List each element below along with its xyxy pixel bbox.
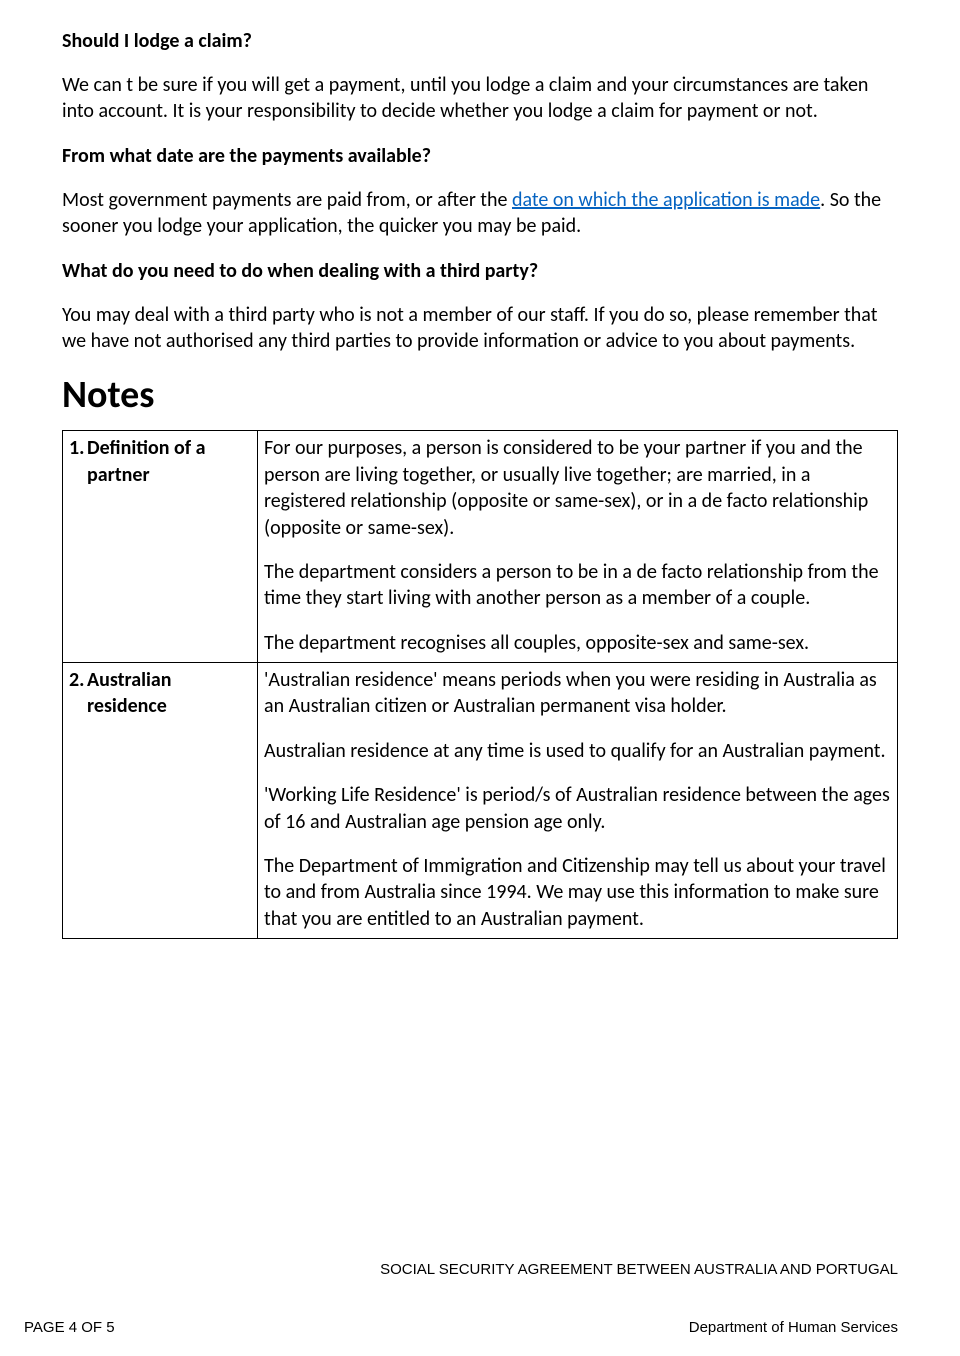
note-definition-cell: 'Australian residence' means periods whe… bbox=[258, 663, 898, 939]
note-def-para: 'Working Life Residence' is period/s of … bbox=[264, 782, 891, 835]
table-row: 1. Definition of a partner For our purpo… bbox=[63, 431, 898, 663]
note-def-para: The Department of Immigration and Citize… bbox=[264, 853, 891, 932]
para-third-party: You may deal with a third party who is n… bbox=[62, 302, 898, 355]
note-number: 1. bbox=[69, 435, 87, 488]
note-def-para: The department recognises all couples, o… bbox=[264, 630, 891, 656]
note-def-para: 'Australian residence' means periods whe… bbox=[264, 667, 891, 720]
note-term-cell: 2. Australian residence bbox=[63, 663, 258, 939]
footer-department: Department of Human Services bbox=[689, 1319, 898, 1336]
notes-table: 1. Definition of a partner For our purpo… bbox=[62, 430, 898, 939]
para-payment-date: Most government payments are paid from, … bbox=[62, 187, 898, 240]
note-term: Definition of a partner bbox=[87, 435, 251, 488]
link-application-date[interactable]: date on which the application is made bbox=[512, 188, 820, 212]
note-term: Australian residence bbox=[87, 667, 251, 720]
footer-document-title: SOCIAL SECURITY AGREEMENT BETWEEN AUSTRA… bbox=[380, 1261, 898, 1278]
note-definition-cell: For our purposes, a person is considered… bbox=[258, 431, 898, 663]
note-term-cell: 1. Definition of a partner bbox=[63, 431, 258, 663]
para-payment-date-pre: Most government payments are paid from, … bbox=[62, 188, 512, 212]
heading-should-i-lodge: Should I lodge a claim? bbox=[62, 28, 898, 54]
para-should-i-lodge: We can t be sure if you will get a payme… bbox=[62, 72, 898, 125]
heading-payment-date: From what date are the payments availabl… bbox=[62, 143, 898, 169]
heading-third-party: What do you need to do when dealing with… bbox=[62, 258, 898, 284]
note-def-para: Australian residence at any time is used… bbox=[264, 738, 891, 764]
footer-page-number: PAGE 4 OF 5 bbox=[24, 1319, 115, 1336]
table-row: 2. Australian residence 'Australian resi… bbox=[63, 663, 898, 939]
note-def-para: The department considers a person to be … bbox=[264, 559, 891, 612]
document-page: Should I lodge a claim? We can t be sure… bbox=[0, 0, 960, 939]
note-number: 2. bbox=[69, 667, 87, 720]
heading-notes: Notes bbox=[62, 372, 898, 418]
note-def-para: For our purposes, a person is considered… bbox=[264, 435, 891, 541]
